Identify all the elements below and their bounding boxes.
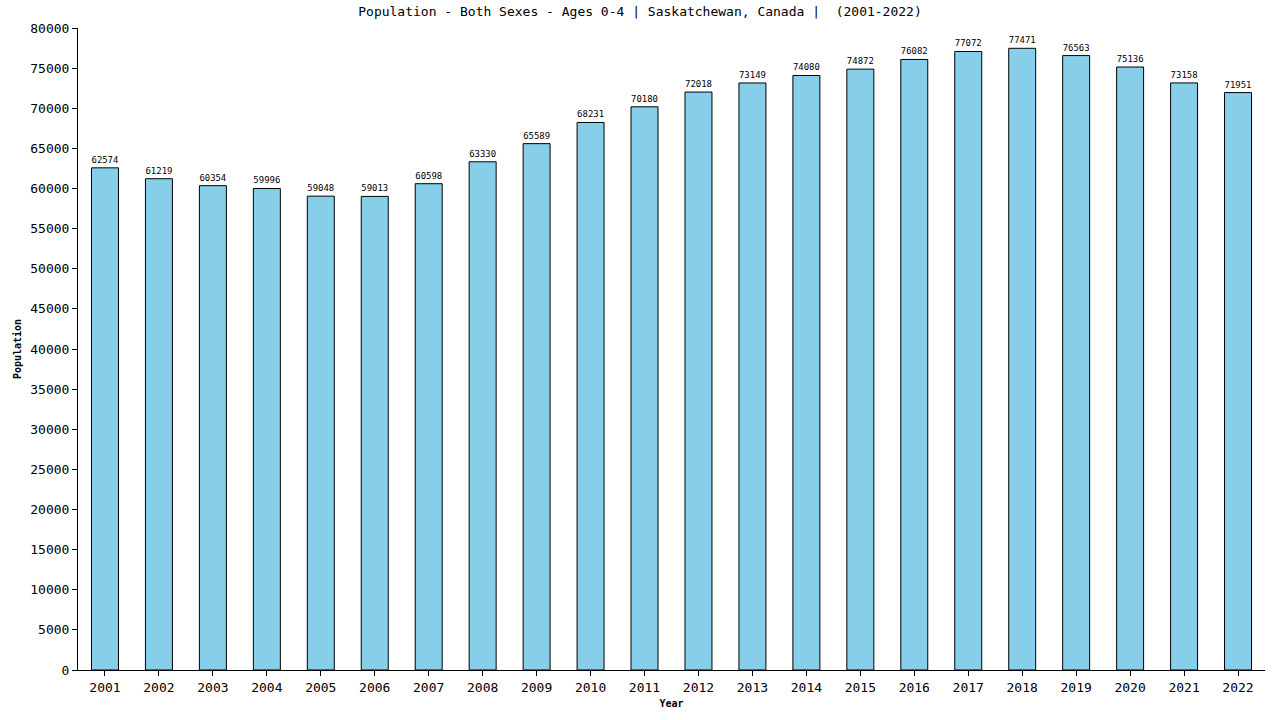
svg-text:2008: 2008 [467,680,498,695]
svg-text:Population - Both Sexes - Ages: Population - Both Sexes - Ages 0-4 | Sas… [358,4,922,19]
svg-text:76082: 76082 [901,46,928,56]
svg-text:40000: 40000 [30,342,69,357]
svg-text:73158: 73158 [1171,70,1198,80]
svg-text:2018: 2018 [1007,680,1038,695]
svg-text:2004: 2004 [251,680,282,695]
svg-text:2014: 2014 [791,680,822,695]
svg-text:Population: Population [12,319,23,379]
svg-text:15000: 15000 [30,542,69,557]
svg-text:35000: 35000 [30,382,69,397]
svg-text:30000: 30000 [30,422,69,437]
svg-text:25000: 25000 [30,462,69,477]
svg-text:2012: 2012 [683,680,714,695]
svg-text:2003: 2003 [197,680,228,695]
svg-text:Year: Year [659,698,683,709]
svg-text:65589: 65589 [523,131,550,141]
svg-text:50000: 50000 [30,261,69,276]
svg-text:2013: 2013 [737,680,768,695]
svg-text:2010: 2010 [575,680,606,695]
svg-text:2020: 2020 [1114,680,1145,695]
svg-text:62574: 62574 [92,155,119,165]
svg-text:2005: 2005 [305,680,336,695]
svg-text:2002: 2002 [143,680,174,695]
svg-text:2011: 2011 [629,680,660,695]
svg-text:2007: 2007 [413,680,444,695]
svg-text:59996: 59996 [253,175,280,185]
svg-text:59013: 59013 [361,183,388,193]
svg-text:65000: 65000 [30,141,69,156]
svg-text:73149: 73149 [739,70,766,80]
svg-text:75136: 75136 [1117,54,1144,64]
svg-text:10000: 10000 [30,582,69,597]
svg-text:2021: 2021 [1168,680,1199,695]
svg-text:2009: 2009 [521,680,552,695]
svg-text:70180: 70180 [631,94,658,104]
svg-text:45000: 45000 [30,301,69,316]
svg-text:5000: 5000 [38,622,69,637]
svg-text:2006: 2006 [359,680,390,695]
svg-text:72018: 72018 [685,79,712,89]
svg-text:60354: 60354 [199,173,226,183]
svg-text:77471: 77471 [1009,35,1036,45]
svg-text:2022: 2022 [1222,680,1253,695]
svg-text:55000: 55000 [30,221,69,236]
svg-text:2015: 2015 [845,680,876,695]
svg-text:80000: 80000 [30,21,69,36]
svg-text:2016: 2016 [899,680,930,695]
svg-text:75000: 75000 [30,61,69,76]
svg-text:74872: 74872 [847,56,874,66]
svg-text:71951: 71951 [1225,80,1252,90]
svg-text:2001: 2001 [89,680,120,695]
svg-text:59048: 59048 [307,183,334,193]
svg-text:76563: 76563 [1063,43,1090,53]
svg-text:74080: 74080 [793,62,820,72]
svg-text:20000: 20000 [30,502,69,517]
svg-text:60000: 60000 [30,181,69,196]
svg-text:77072: 77072 [955,38,982,48]
svg-text:60598: 60598 [415,171,442,181]
svg-text:2017: 2017 [953,680,984,695]
svg-text:63330: 63330 [469,149,496,159]
svg-text:68231: 68231 [577,109,604,119]
svg-text:0: 0 [62,663,70,678]
svg-text:70000: 70000 [30,101,69,116]
svg-text:61219: 61219 [145,166,172,176]
svg-text:2019: 2019 [1061,680,1092,695]
